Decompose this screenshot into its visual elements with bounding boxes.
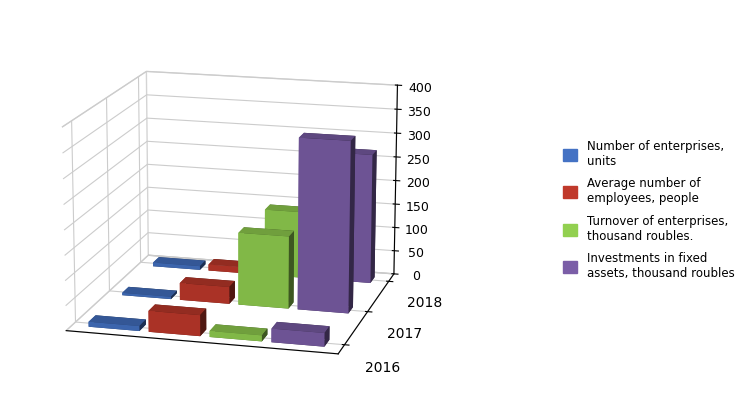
Legend: Number of enterprises,
units, Average number of
employees, people, Turnover of e: Number of enterprises, units, Average nu… [558,135,739,285]
